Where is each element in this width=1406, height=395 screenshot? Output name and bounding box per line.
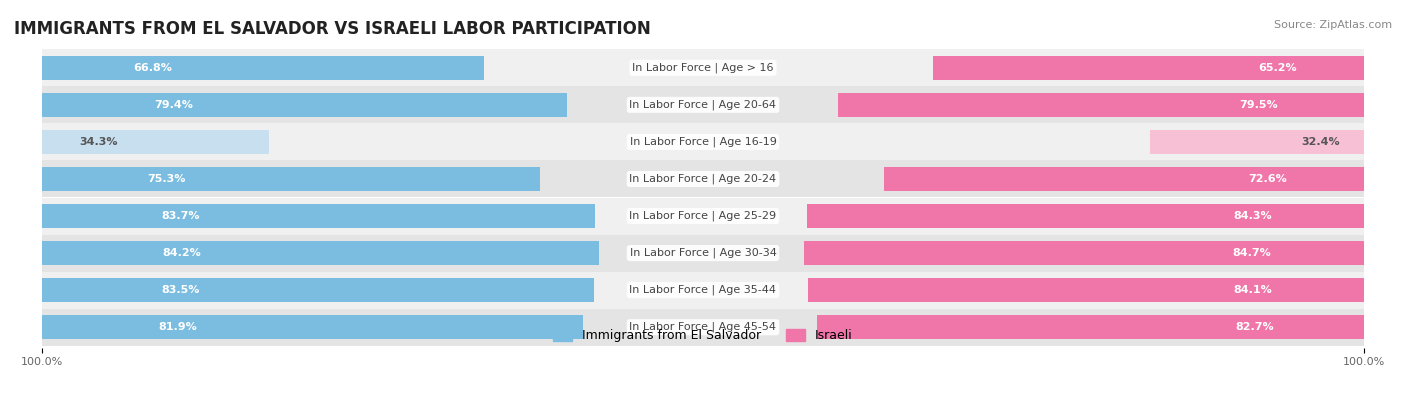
Bar [42,272,1364,308]
Text: 84.2%: 84.2% [162,248,201,258]
Text: IMMIGRANTS FROM EL SALVADOR VS ISRAELI LABOR PARTICIPATION: IMMIGRANTS FROM EL SALVADOR VS ISRAELI L… [14,20,651,38]
Text: 83.5%: 83.5% [160,285,200,295]
Text: In Labor Force | Age 25-29: In Labor Force | Age 25-29 [630,211,776,221]
Bar [42,160,1364,198]
Bar [42,93,567,117]
Text: 84.1%: 84.1% [1233,285,1272,295]
Text: 83.7%: 83.7% [162,211,200,221]
Bar [817,315,1364,339]
Legend: Immigrants from El Salvador, Israeli: Immigrants from El Salvador, Israeli [548,324,858,347]
Bar [808,278,1364,302]
Text: 79.4%: 79.4% [153,100,193,110]
Text: In Labor Force | Age 45-54: In Labor Force | Age 45-54 [630,322,776,333]
Bar [42,167,540,191]
Bar [1150,130,1364,154]
Bar [42,241,599,265]
Text: Source: ZipAtlas.com: Source: ZipAtlas.com [1274,20,1392,30]
Bar [42,198,1364,235]
Bar [804,241,1364,265]
Text: 82.7%: 82.7% [1236,322,1274,332]
Text: 84.7%: 84.7% [1233,248,1271,258]
Bar [42,315,583,339]
Text: In Labor Force | Age 20-24: In Labor Force | Age 20-24 [630,174,776,184]
Text: 66.8%: 66.8% [134,63,172,73]
Bar [42,235,1364,272]
Bar [807,204,1364,228]
Bar [42,308,1364,346]
Bar [42,278,593,302]
Text: 34.3%: 34.3% [80,137,118,147]
Text: 75.3%: 75.3% [148,174,186,184]
Text: 84.3%: 84.3% [1233,211,1271,221]
Bar [42,204,595,228]
Bar [934,56,1364,80]
Text: In Labor Force | Age > 16: In Labor Force | Age > 16 [633,62,773,73]
Bar [42,56,484,80]
Bar [42,49,1364,87]
Text: 32.4%: 32.4% [1302,137,1340,147]
Text: In Labor Force | Age 30-34: In Labor Force | Age 30-34 [630,248,776,258]
Text: In Labor Force | Age 20-64: In Labor Force | Age 20-64 [630,100,776,110]
Text: In Labor Force | Age 35-44: In Labor Force | Age 35-44 [630,285,776,295]
Bar [42,87,1364,123]
Bar [42,123,1364,160]
Bar [42,130,269,154]
Bar [884,167,1364,191]
Text: 79.5%: 79.5% [1240,100,1278,110]
Text: 65.2%: 65.2% [1258,63,1296,73]
Text: In Labor Force | Age 16-19: In Labor Force | Age 16-19 [630,137,776,147]
Text: 81.9%: 81.9% [157,322,197,332]
Bar [838,93,1364,117]
Text: 72.6%: 72.6% [1249,174,1288,184]
